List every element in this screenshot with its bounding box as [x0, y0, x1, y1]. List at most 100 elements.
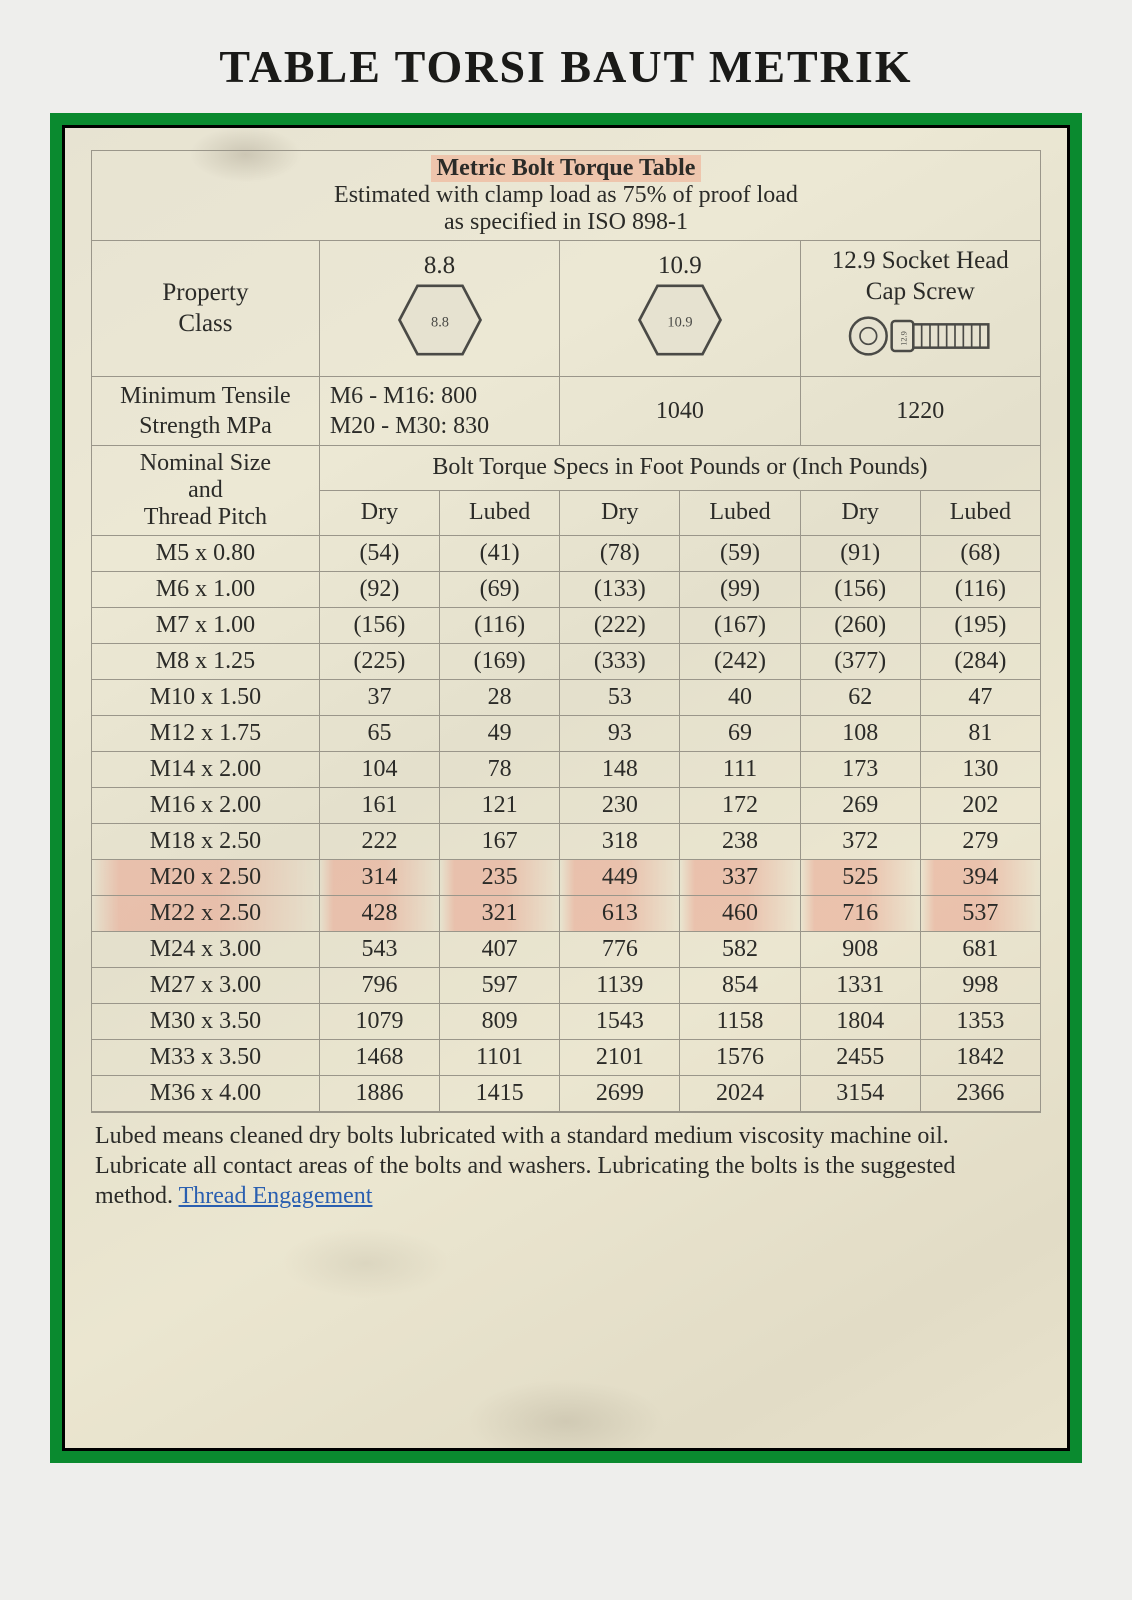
nominal-size-label-line1: Nominal Size [140, 450, 271, 476]
tensile-8-8-line1: M6 - M16: 800 [330, 383, 477, 409]
value-cell: 93 [560, 715, 680, 751]
class-10-9-label: 10.9 [658, 252, 702, 279]
col-lubed-2: Lubed [680, 490, 800, 535]
value-cell: 81 [920, 715, 1040, 751]
size-cell: M24 x 3.00 [92, 931, 320, 967]
paper-area: Metric Bolt Torque Table Estimated with … [65, 128, 1067, 1448]
value-cell: 1576 [680, 1039, 800, 1075]
tensile-label-line1: Minimum Tensile [120, 383, 291, 409]
value-cell: 2101 [560, 1039, 680, 1075]
value-cell: (222) [560, 607, 680, 643]
class-12-9-cell: 12.9 Socket Head Cap Screw 12.9 [800, 241, 1040, 377]
value-cell: 776 [560, 931, 680, 967]
value-cell: 69 [680, 715, 800, 751]
property-class-label: Property Class [92, 241, 320, 377]
value-cell: (156) [319, 607, 439, 643]
size-cell: M6 x 1.00 [92, 571, 320, 607]
value-cell: (59) [680, 535, 800, 571]
value-cell: 269 [800, 787, 920, 823]
value-cell: 372 [800, 823, 920, 859]
value-cell: 428 [319, 895, 439, 931]
class-12-9-label-line2: Cap Screw [866, 278, 975, 305]
hex-head-icon-8-8: 8.8 [395, 281, 485, 367]
class-10-9-cell: 10.9 10.9 [560, 241, 800, 377]
value-cell: 222 [319, 823, 439, 859]
value-cell: (116) [440, 607, 560, 643]
value-cell: 235 [440, 859, 560, 895]
page-title: TABLE TORSI BAUT METRIK [50, 40, 1082, 93]
value-cell: 537 [920, 895, 1040, 931]
tensile-8-8: M6 - M16: 800 M20 - M30: 830 [319, 376, 559, 445]
value-cell: 998 [920, 967, 1040, 1003]
value-cell: 1543 [560, 1003, 680, 1039]
value-cell: (169) [440, 643, 560, 679]
value-cell: (167) [680, 607, 800, 643]
value-cell: 238 [680, 823, 800, 859]
value-cell: 337 [680, 859, 800, 895]
value-cell: (91) [800, 535, 920, 571]
table-row: M8 x 1.25(225)(169)(333)(242)(377)(284) [92, 643, 1041, 679]
nominal-size-label-line3: Thread Pitch [144, 504, 267, 530]
value-cell: 104 [319, 751, 439, 787]
value-cell: 2699 [560, 1075, 680, 1111]
value-cell: 1804 [800, 1003, 920, 1039]
value-cell: 28 [440, 679, 560, 715]
value-cell: (377) [800, 643, 920, 679]
value-cell: 49 [440, 715, 560, 751]
value-cell: (41) [440, 535, 560, 571]
torque-table: Metric Bolt Torque Table Estimated with … [91, 150, 1041, 1112]
table-row: M30 x 3.5010798091543115818041353 [92, 1003, 1041, 1039]
value-cell: 1079 [319, 1003, 439, 1039]
value-cell: (133) [560, 571, 680, 607]
size-cell: M14 x 2.00 [92, 751, 320, 787]
value-cell: 53 [560, 679, 680, 715]
value-cell: 394 [920, 859, 1040, 895]
value-cell: 1842 [920, 1039, 1040, 1075]
mid-frame: Metric Bolt Torque Table Estimated with … [62, 125, 1070, 1451]
tensile-10-9: 1040 [560, 376, 800, 445]
property-class-label-line2: Class [178, 310, 232, 337]
value-cell: 854 [680, 967, 800, 1003]
thread-engagement-link[interactable]: Thread Engagement [179, 1183, 373, 1209]
value-cell: 173 [800, 751, 920, 787]
tensile-8-8-line2: M20 - M30: 830 [330, 413, 489, 439]
table-row: M27 x 3.0079659711398541331998 [92, 967, 1041, 1003]
value-cell: (242) [680, 643, 800, 679]
value-cell: 108 [800, 715, 920, 751]
col-dry-1: Dry [319, 490, 439, 535]
value-cell: 121 [440, 787, 560, 823]
value-cell: 62 [800, 679, 920, 715]
size-cell: M8 x 1.25 [92, 643, 320, 679]
table-row: M36 x 4.00188614152699202431542366 [92, 1075, 1041, 1111]
value-cell: 1158 [680, 1003, 800, 1039]
table-row: M18 x 2.50222167318238372279 [92, 823, 1041, 859]
value-cell: 1101 [440, 1039, 560, 1075]
outer-frame: Metric Bolt Torque Table Estimated with … [50, 113, 1082, 1463]
value-cell: (116) [920, 571, 1040, 607]
class-8-8-cell: 8.8 8.8 [319, 241, 559, 377]
size-cell: M30 x 3.50 [92, 1003, 320, 1039]
specs-span-label: Bolt Torque Specs in Foot Pounds or (Inc… [319, 445, 1040, 490]
value-cell: 172 [680, 787, 800, 823]
value-cell: 37 [319, 679, 439, 715]
value-cell: (333) [560, 643, 680, 679]
value-cell: 230 [560, 787, 680, 823]
col-lubed-3: Lubed [920, 490, 1040, 535]
value-cell: 407 [440, 931, 560, 967]
size-cell: M16 x 2.00 [92, 787, 320, 823]
value-cell: 279 [920, 823, 1040, 859]
size-cell: M33 x 3.50 [92, 1039, 320, 1075]
value-cell: 716 [800, 895, 920, 931]
size-cell: M36 x 4.00 [92, 1075, 320, 1111]
value-cell: 460 [680, 895, 800, 931]
value-cell: 582 [680, 931, 800, 967]
value-cell: (156) [800, 571, 920, 607]
value-cell: (92) [319, 571, 439, 607]
value-cell: (260) [800, 607, 920, 643]
value-cell: 321 [440, 895, 560, 931]
value-cell: 47 [920, 679, 1040, 715]
value-cell: 681 [920, 931, 1040, 967]
size-cell: M10 x 1.50 [92, 679, 320, 715]
value-cell: 449 [560, 859, 680, 895]
value-cell: (284) [920, 643, 1040, 679]
